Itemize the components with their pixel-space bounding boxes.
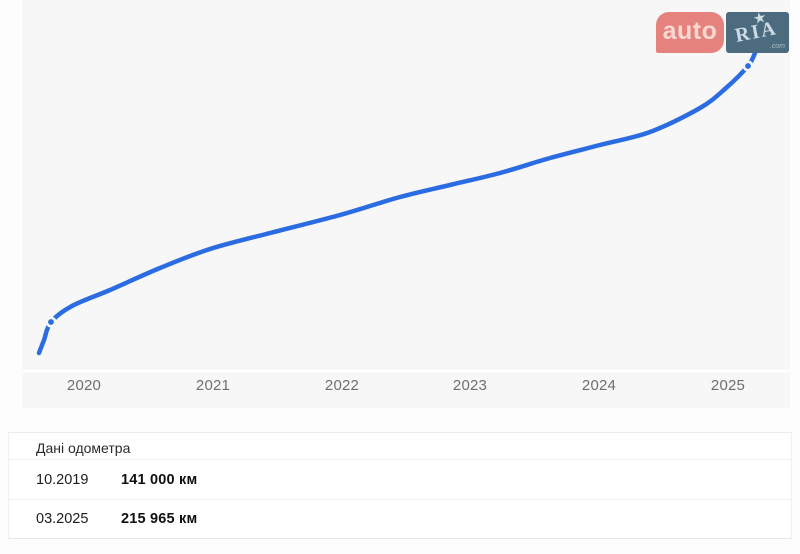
table-row: 03.2025 215 965 км bbox=[9, 499, 791, 538]
autoria-logo-auto-text: auto bbox=[662, 17, 718, 45]
autoria-logo-ria-badge: ★ RIA .com bbox=[726, 12, 789, 53]
x-axis-label-2024: 2024 bbox=[581, 377, 617, 394]
odometer-table-title: Дані одометра bbox=[9, 433, 791, 460]
data-point-marker bbox=[742, 60, 754, 72]
odometer-row-value: 215 965 км bbox=[121, 511, 198, 527]
autoria-logo: auto ★ RIA .com bbox=[656, 12, 789, 53]
autoria-logo-com-text: .com bbox=[769, 43, 785, 50]
odometer-data-card: Дані одометра 10.2019 141 000 км 03.2025… bbox=[8, 432, 792, 539]
x-axis-label-2025: 2025 bbox=[710, 377, 746, 394]
odometer-row-date: 03.2025 bbox=[36, 511, 89, 527]
x-axis-label-2023: 2023 bbox=[452, 377, 488, 394]
autoria-logo-auto-badge: auto bbox=[656, 12, 724, 53]
odometer-curve-svg bbox=[22, 43, 790, 373]
table-row: 10.2019 141 000 км bbox=[9, 460, 791, 499]
x-axis-label-2020: 2020 bbox=[66, 377, 102, 394]
odometer-row-value: 141 000 км bbox=[121, 471, 198, 488]
x-axis-label-2022: 2022 bbox=[324, 377, 360, 394]
odometer-chart: 2020 2021 2022 2023 2024 2025 bbox=[22, 0, 790, 408]
x-axis-label-2021: 2021 bbox=[195, 377, 231, 394]
odometer-row-date: 10.2019 bbox=[36, 471, 89, 488]
data-point-marker bbox=[45, 316, 57, 328]
